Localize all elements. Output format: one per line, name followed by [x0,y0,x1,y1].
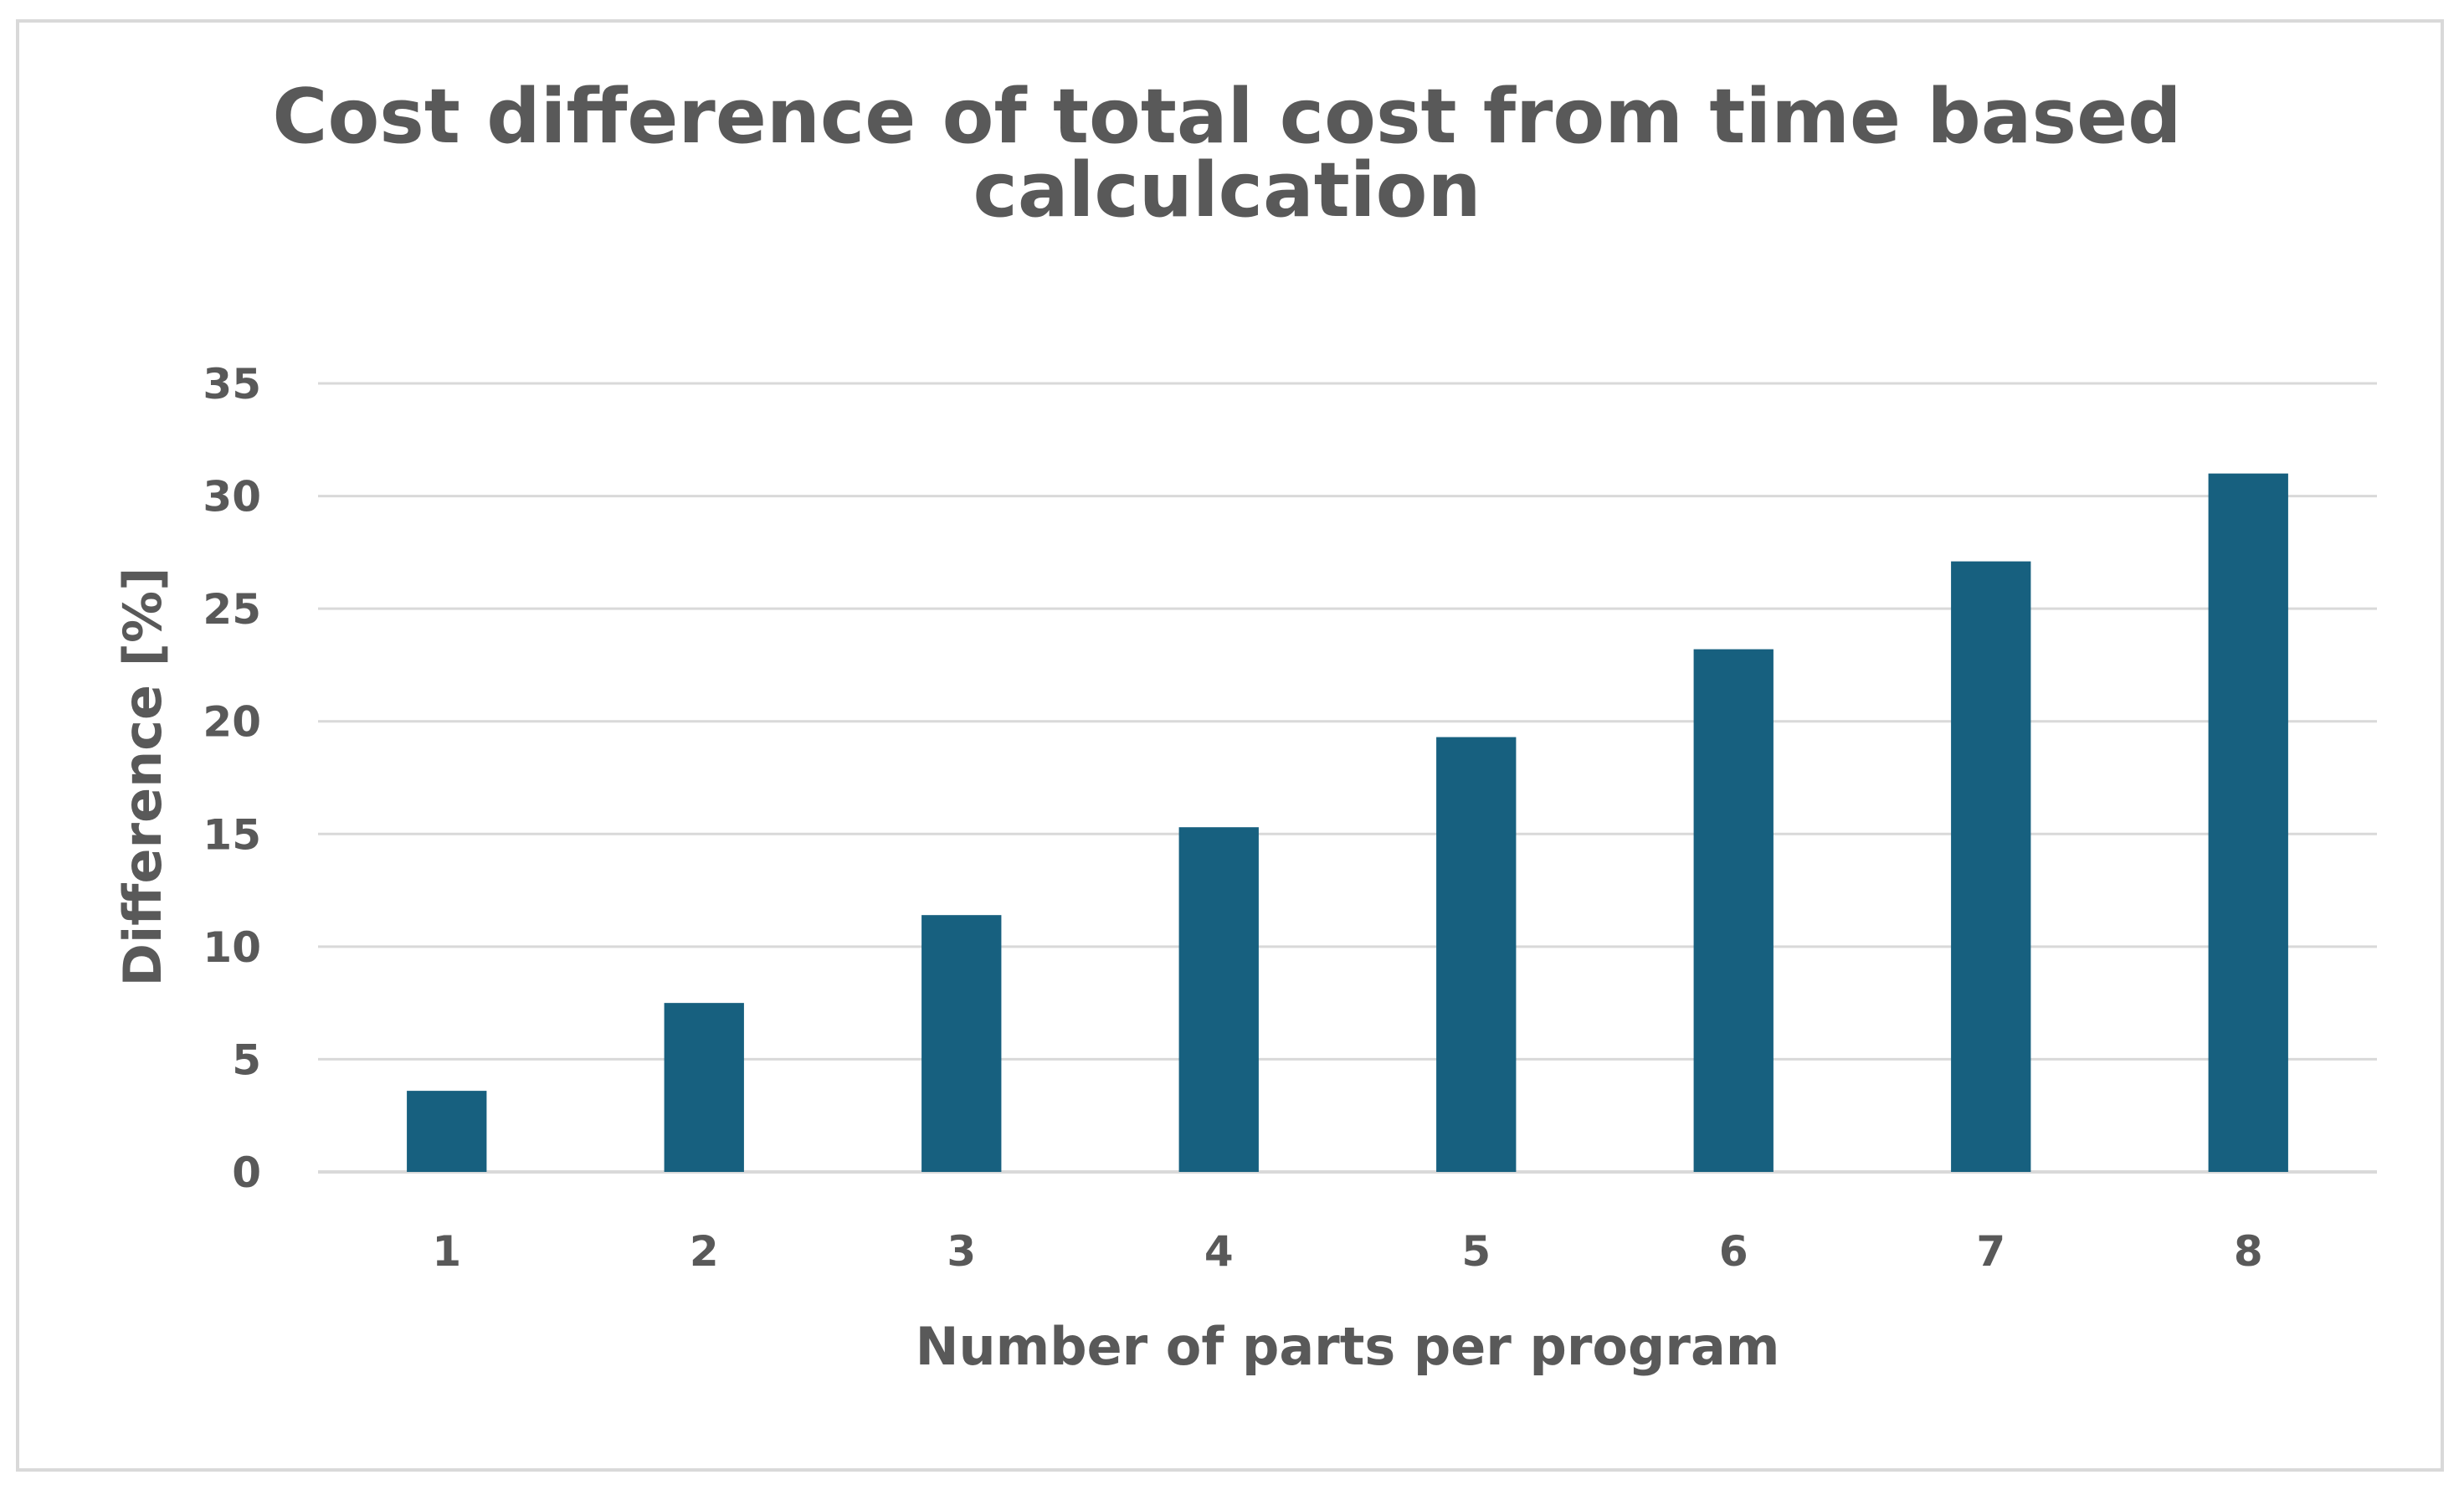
chart-frame [16,19,2444,1472]
y-axis-title: Difference [%] [112,568,173,987]
bar-4 [1178,827,1259,1172]
x-tick-label: 7 [1976,1227,2005,1276]
bars [407,473,2288,1172]
bar-2 [664,1003,744,1172]
chart-title-line-1: Cost difference of total cost from time … [272,73,2182,161]
y-tick-labels: 0 5 10 15 20 25 30 35 [203,360,261,1197]
chart-title-line-2: calculcation [973,146,1481,234]
y-tick-label: 30 [203,473,261,522]
x-tick-label: 3 [947,1227,976,1276]
chart-title: Cost difference of total cost from time … [0,73,2464,234]
y-tick-label: 0 [232,1148,261,1197]
y-tick-label: 5 [232,1035,261,1084]
gridlines [318,382,2377,1174]
x-axis-title: Number of parts per program [916,1316,1780,1377]
x-tick-label: 8 [2234,1227,2263,1276]
bar-7 [1951,561,2031,1172]
y-tick-label: 20 [203,698,261,747]
bar-6 [1693,649,1774,1172]
bar-3 [921,915,1002,1172]
bar-1 [407,1091,487,1172]
y-tick-label: 15 [203,810,261,859]
y-tick-label: 35 [203,360,261,409]
y-tick-label: 25 [203,585,261,634]
x-tick-label: 6 [1719,1227,1748,1276]
bar-8 [2208,473,2288,1172]
x-tick-label: 4 [1204,1227,1234,1276]
x-tick-label: 2 [690,1227,719,1276]
bar-5 [1436,737,1517,1172]
x-tick-label: 1 [432,1227,461,1276]
y-tick-label: 10 [203,923,261,972]
x-tick-label: 5 [1461,1227,1491,1276]
x-tick-labels: 1 2 3 4 5 6 7 8 [432,1227,2262,1276]
